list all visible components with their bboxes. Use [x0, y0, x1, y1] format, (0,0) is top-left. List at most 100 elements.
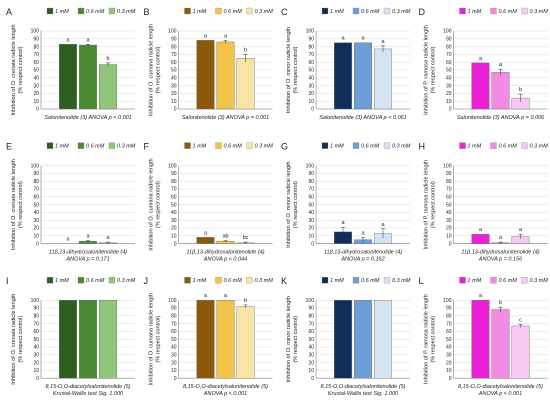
bar [334, 300, 352, 379]
legend-label: 0.3 mM [255, 278, 274, 284]
y-tick-label: 10 [308, 234, 314, 240]
bar [374, 300, 392, 379]
legend-label: 0.6 mM [499, 144, 518, 150]
panel-letter: I [6, 276, 9, 286]
bar [99, 300, 117, 379]
y-tick-label: 10 [33, 99, 39, 105]
legend-swatch [46, 277, 54, 284]
legend-label: 0.3 mM [392, 144, 411, 150]
y-tick-label: 60 [33, 329, 39, 335]
legend-swatch [215, 7, 222, 15]
y-tick-label: 70 [308, 187, 314, 193]
legend-label: 1 mM [468, 9, 482, 15]
y-axis-label-line: (% respect control) [431, 181, 437, 228]
significance-letter: b [519, 87, 522, 93]
significance-letter: a [204, 230, 208, 236]
legend-label: 0.3 mM [530, 9, 549, 15]
legend-label: 0.6 mM [361, 9, 380, 15]
y-axis-label: Inhibition of P. ramosa radicle length(%… [424, 25, 437, 115]
bar [334, 42, 352, 110]
y-axis-label-line: Inhibition of O. cumana radicle length [149, 158, 155, 250]
legend-swatch [383, 277, 391, 284]
panel-footer: ANOVA p < 0.001 [203, 391, 247, 397]
y-tick-label: 30 [33, 83, 39, 89]
y-tick-label: 0 [174, 107, 177, 113]
y-tick-label: 80 [33, 44, 39, 50]
y-tick-label: 50 [171, 202, 177, 208]
legend-label: 1 mM [330, 9, 344, 15]
y-tick-label: 60 [171, 195, 177, 201]
legend-swatch [459, 142, 466, 149]
y-axis-label-line: Inhibition of O. crenata radicle length [11, 294, 17, 385]
y-axis-label-line: Inhibition of P. ramosa radicle length [424, 160, 430, 250]
legend-swatch [184, 142, 191, 149]
y-tick-label: 60 [171, 60, 177, 66]
legend-label: 0.3 mM [255, 144, 274, 150]
panel-footer: ANOVA p < 0.001 [478, 391, 522, 397]
y-tick-label: 20 [33, 226, 39, 232]
legend-label: 0.6 mM [499, 9, 518, 15]
y-tick-label: 100 [31, 163, 40, 169]
y-tick-label: 40 [308, 76, 314, 82]
legend-label: 1 mM [55, 9, 69, 15]
y-tick-label: 60 [446, 329, 452, 335]
y-tick-label: 60 [308, 329, 314, 335]
y-tick-label: 0 [36, 376, 39, 382]
legend-swatch [490, 7, 497, 15]
panel-footer: Krustal-Wallis test Sig. 1.000 [328, 391, 399, 397]
legend-label: 1 mM [193, 278, 207, 284]
y-axis-label: Inhibition of O. minor radicle length(% … [286, 296, 299, 382]
significance-letter: bc [243, 235, 249, 241]
significance-letter: a [361, 36, 365, 42]
legend-swatch [246, 277, 253, 284]
legend-label: 0.6 mM [499, 278, 518, 284]
legend-swatch [521, 142, 528, 149]
legend-label: 1 mM [330, 144, 344, 150]
y-tick-label: 30 [446, 83, 452, 89]
legend-label: 1 mM [330, 278, 344, 284]
y-tick-label: 70 [308, 321, 314, 327]
y-tick-label: 90 [33, 306, 39, 312]
y-axis-label-line: Inhibition of O. crenata radicle length [11, 24, 17, 115]
panel-letter: F [144, 142, 150, 152]
y-tick-label: 80 [308, 179, 314, 185]
bar [216, 41, 235, 110]
y-tick-label: 80 [171, 44, 177, 50]
panel-footer: ANOVA p < 0.044 [203, 257, 247, 263]
bar [59, 300, 77, 379]
y-tick-label: 100 [31, 298, 40, 304]
panel-letter: A [6, 7, 12, 17]
y-tick-label: 50 [446, 337, 452, 343]
y-tick-label: 100 [306, 298, 315, 304]
legend-swatch [521, 277, 528, 284]
bar [354, 42, 372, 110]
y-axis-label: Inhibition of O. minor radicle length(% … [286, 27, 299, 113]
y-tick-label: 90 [171, 37, 177, 43]
y-tick-label: 60 [171, 329, 177, 335]
y-tick-label: 80 [446, 179, 452, 185]
y-axis-label-line: Inhibition of O. minor radicle length [286, 296, 292, 382]
y-tick-label: 0 [311, 107, 314, 113]
panel-footer: 8,15-O,O-diacetylsalonitenolide (5) [321, 384, 406, 390]
legend-swatch [521, 7, 528, 15]
panel-footer: Salonitenolide (3) ANOVA p = 0.006 [457, 115, 545, 121]
y-tick-label: 10 [308, 368, 314, 374]
legend-swatch [246, 142, 253, 149]
legend-swatch [77, 7, 85, 15]
significance-letter: a [479, 293, 483, 299]
y-tick-label: 40 [308, 345, 314, 351]
legend-label: 0.6 mM [224, 144, 243, 150]
y-tick-label: 80 [446, 314, 452, 320]
y-tick-label: 20 [171, 91, 177, 97]
y-axis-label-line: Inhibition of O. cumana radicle length [149, 293, 155, 385]
significance-letter: a [479, 56, 483, 62]
legend-swatch [352, 142, 360, 149]
significance-letter: a [204, 293, 208, 299]
bar [471, 62, 490, 110]
y-axis-label-line: (% respect control) [156, 316, 162, 363]
y-axis-label-line: (% respect control) [18, 46, 24, 93]
legend-label: 0.3 mM [392, 9, 411, 15]
